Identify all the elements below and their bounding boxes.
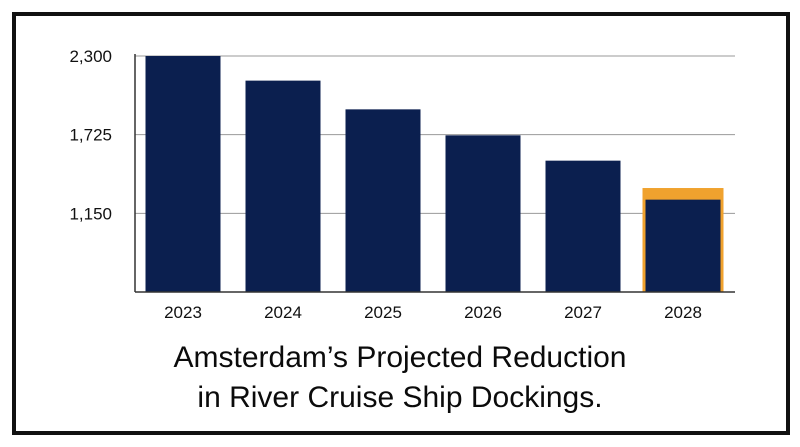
axes <box>134 54 735 293</box>
x-tick-label: 2027 <box>564 303 602 322</box>
bar-2026 <box>445 135 521 292</box>
tick-labels: 1,150 1,725 2,300 2023 2024 2025 2026 2027 2028 <box>69 47 701 322</box>
x-tick-label: 2024 <box>264 303 302 322</box>
x-tick-label: 2025 <box>364 303 402 322</box>
x-tick-label: 2023 <box>164 303 202 322</box>
y-tick-label: 1,150 <box>69 204 112 223</box>
chart-title: Amsterdam’s Projected Reduction in River… <box>0 338 800 418</box>
y-tick-label: 2,300 <box>69 47 112 66</box>
gridlines <box>135 55 735 214</box>
bar-2025 <box>345 109 421 292</box>
bar-2028 <box>645 199 721 292</box>
y-tick-label: 1,725 <box>69 126 112 145</box>
bar-2024 <box>245 80 321 292</box>
chart-title-line-1: Amsterdam’s Projected Reduction <box>173 341 627 374</box>
x-tick-label: 2028 <box>664 303 702 322</box>
x-tick-label: 2026 <box>464 303 502 322</box>
chart-title-line-2: in River Cruise Ship Dockings. <box>197 381 603 414</box>
bar-2027 <box>545 160 621 292</box>
bar-2023 <box>145 56 221 292</box>
bars <box>145 56 724 292</box>
